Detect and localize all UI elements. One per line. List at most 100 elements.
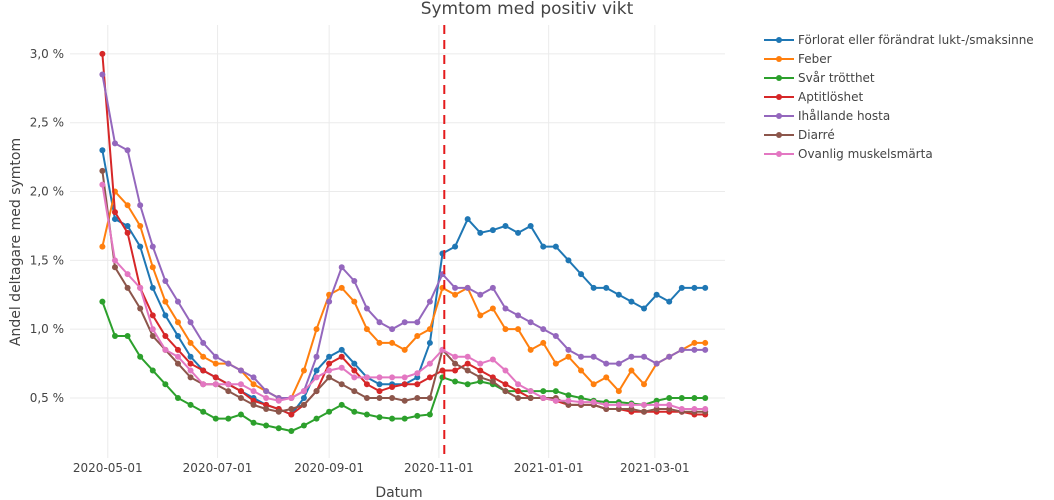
data-point (628, 367, 635, 374)
data-point (653, 406, 660, 413)
legend-label: Ovanlig muskelsmärta (798, 147, 933, 161)
data-point (603, 401, 610, 408)
y-tick-label: 2,0 % (30, 185, 64, 199)
x-tick-label: 2021-01-01 (514, 461, 584, 475)
data-point (313, 374, 320, 381)
data-point (565, 353, 572, 360)
data-point (137, 284, 144, 291)
data-point (578, 367, 585, 374)
data-point (515, 229, 522, 236)
data-point (149, 284, 156, 291)
legend-item[interactable]: Diarré (764, 128, 835, 142)
data-point (111, 333, 118, 340)
data-point (363, 305, 370, 312)
data-point (326, 298, 333, 305)
data-point (565, 257, 572, 264)
data-point (527, 346, 534, 353)
data-point (237, 381, 244, 388)
data-point (376, 319, 383, 326)
data-point (313, 415, 320, 422)
data-point (376, 339, 383, 346)
legend-item[interactable]: Svår trötthet (764, 71, 875, 85)
data-point (389, 394, 396, 401)
data-point (351, 278, 358, 285)
gridlines (70, 25, 725, 458)
data-point (426, 411, 433, 418)
data-point (300, 367, 307, 374)
legend-label: Förlorat eller förändrat lukt-/smaksinne (798, 33, 1034, 47)
data-point (288, 411, 295, 418)
data-point (263, 388, 270, 395)
data-point (275, 397, 282, 404)
data-point (99, 167, 106, 174)
data-point (162, 346, 169, 353)
data-point (137, 243, 144, 250)
data-point (464, 367, 471, 374)
data-point (237, 367, 244, 374)
data-point (489, 284, 496, 291)
x-tick-label: 2021-03-01 (620, 461, 690, 475)
data-point (653, 397, 660, 404)
data-point (477, 374, 484, 381)
data-point (351, 360, 358, 367)
data-point (225, 360, 232, 367)
data-point (200, 381, 207, 388)
legend-swatch-marker (776, 37, 782, 43)
data-point (111, 257, 118, 264)
y-tick-label: 1,5 % (30, 253, 64, 267)
data-point (578, 394, 585, 401)
data-point (149, 326, 156, 333)
data-point (99, 50, 106, 57)
legend-item[interactable]: Förlorat eller förändrat lukt-/smaksinne (764, 33, 1034, 47)
data-point (414, 374, 421, 381)
data-point (250, 419, 257, 426)
data-point (603, 284, 610, 291)
data-point (426, 374, 433, 381)
data-point (527, 222, 534, 229)
data-point (187, 401, 194, 408)
data-point (540, 388, 547, 395)
data-point (628, 401, 635, 408)
data-point (653, 360, 660, 367)
data-point (99, 147, 106, 154)
data-point (426, 326, 433, 333)
legend-item[interactable]: Ovanlig muskelsmärta (764, 147, 933, 161)
legend-item[interactable]: Aptitlöshet (764, 90, 863, 104)
data-point (187, 339, 194, 346)
legend-item[interactable]: Feber (764, 52, 832, 66)
data-point (414, 381, 421, 388)
y-tick-label: 1,0 % (30, 322, 64, 336)
data-point (149, 367, 156, 374)
legend: Förlorat eller förändrat lukt-/smaksinne… (764, 33, 1034, 161)
data-point (137, 353, 144, 360)
data-point (124, 222, 131, 229)
data-point (300, 401, 307, 408)
data-point (212, 374, 219, 381)
y-tick-label: 0,5 % (30, 391, 64, 405)
data-point (578, 271, 585, 278)
data-point (212, 381, 219, 388)
x-tick-label: 2020-05-01 (73, 461, 143, 475)
data-point (603, 360, 610, 367)
data-point (187, 367, 194, 374)
series-line (101, 189, 706, 399)
data-point (326, 374, 333, 381)
data-point (702, 394, 709, 401)
data-point (237, 394, 244, 401)
data-point (174, 360, 181, 367)
data-point (363, 374, 370, 381)
data-point (338, 346, 345, 353)
data-point (124, 202, 131, 209)
x-axis-ticks: 2020-05-01 2020-07-01 2020-09-01 2020-11-01… (73, 461, 690, 475)
data-point (149, 312, 156, 319)
data-point (540, 326, 547, 333)
data-point (250, 397, 257, 404)
data-point (111, 264, 118, 271)
data-point (565, 397, 572, 404)
data-point (338, 353, 345, 360)
legend-item[interactable]: Ihållande hosta (764, 109, 890, 123)
data-point (212, 353, 219, 360)
data-point (464, 381, 471, 388)
data-point (237, 411, 244, 418)
